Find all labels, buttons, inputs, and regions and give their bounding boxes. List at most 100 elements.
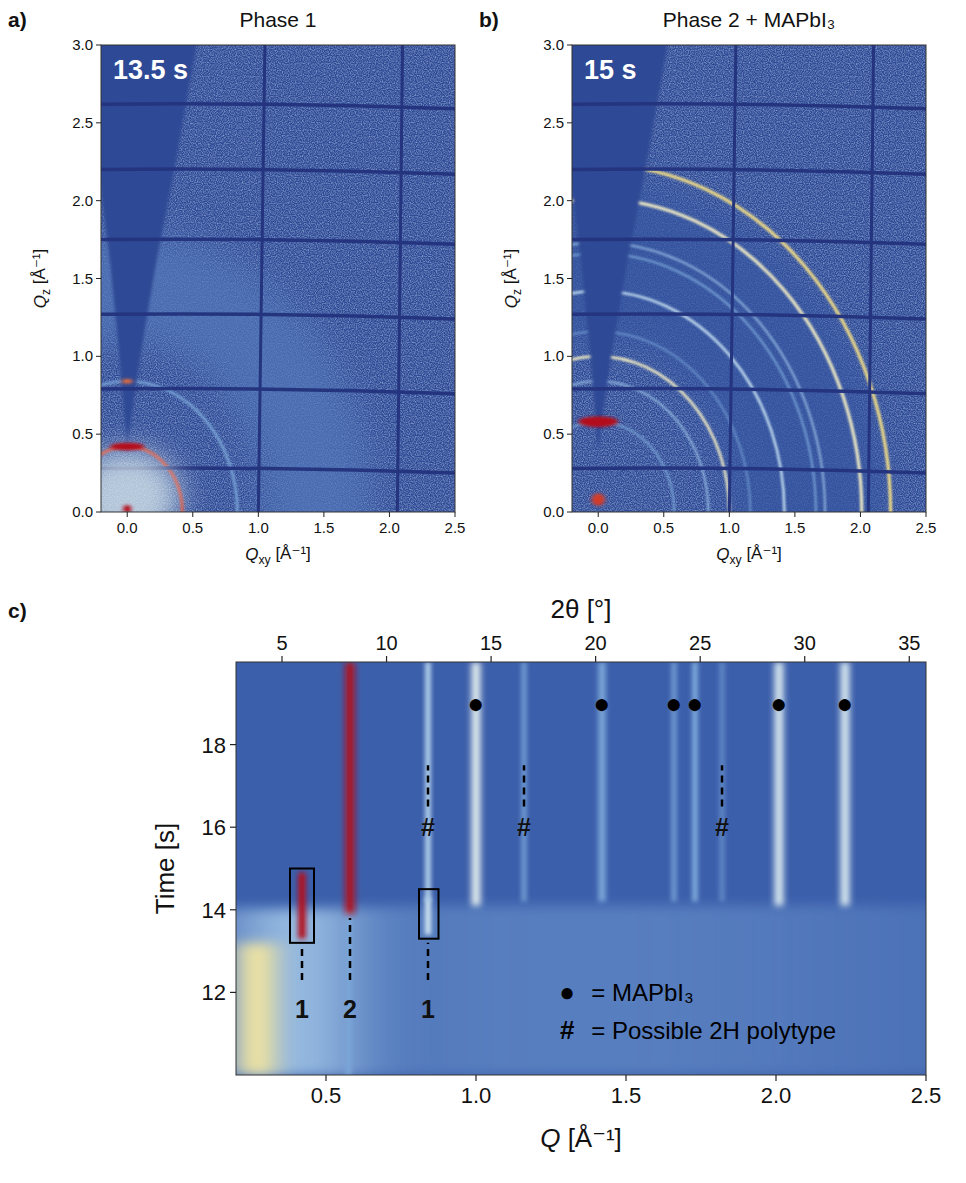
mapbi3-marker: ● xyxy=(594,688,611,719)
detector-gap xyxy=(572,239,926,244)
diffraction-ring xyxy=(101,447,182,512)
figure: 0.0 0.5 1.0 1.5 2.0 2.5 0.0 0.5 1.0 1.5 2.0 2.5 3.0 Q… xyxy=(0,0,966,1183)
x-tick-label: 2.5 xyxy=(916,519,937,536)
x2-tick-label: 35 xyxy=(898,632,920,654)
intensity-streak xyxy=(346,910,352,1075)
y-tick xyxy=(96,512,101,513)
intensity-streak xyxy=(239,943,275,1075)
y-tick-label: 12 xyxy=(202,980,226,1005)
x-tick xyxy=(192,512,193,517)
y-tick-label: 3.0 xyxy=(72,36,93,53)
x-tick xyxy=(389,512,390,517)
y-tick-label: 1.0 xyxy=(543,347,564,364)
x-tick-label: 2.0 xyxy=(761,1083,792,1108)
x-tick xyxy=(325,1075,326,1081)
x-tick-label: 2.0 xyxy=(850,519,871,536)
polytype-marker: # xyxy=(421,813,435,841)
plot-area xyxy=(236,662,926,1075)
x-tick xyxy=(455,512,456,517)
diffraction-ring xyxy=(572,381,708,512)
y-tick xyxy=(230,992,236,993)
detector-gap xyxy=(258,45,265,512)
detector-gap xyxy=(729,45,736,512)
y-tick xyxy=(230,744,236,745)
x2-tick-label: 5 xyxy=(276,632,287,654)
mapbi3-marker: ● xyxy=(666,688,683,719)
x-tick xyxy=(794,512,795,517)
label-unit: [Å⁻¹] xyxy=(501,249,520,289)
missing-wedge xyxy=(101,45,199,453)
x2-tick-label: 30 xyxy=(794,632,816,654)
x-tick-label: 2.5 xyxy=(445,519,466,536)
mapbi3-marker: ● xyxy=(771,688,788,719)
y-tick-label: 0.0 xyxy=(543,503,564,520)
x2-axis-title: 2θ [°] xyxy=(551,594,612,624)
heatmap-background xyxy=(236,662,926,1075)
detector-gap xyxy=(397,45,402,512)
mapbi3-marker: ● xyxy=(687,688,704,719)
diffraction-ring xyxy=(101,381,237,512)
panel-letter: b) xyxy=(479,8,499,31)
diffraction-spot xyxy=(592,493,605,505)
y-tick xyxy=(96,200,101,201)
diffraction-spot xyxy=(101,450,180,512)
leader-line xyxy=(427,943,430,980)
missing-wedge xyxy=(572,45,670,453)
y-tick-label: 3.0 xyxy=(543,36,564,53)
x-tick-label: 2.5 xyxy=(911,1083,942,1108)
label-symbol: Q xyxy=(31,295,50,308)
x2-tick xyxy=(281,656,282,662)
legend: ●= MAPbI₃#= Possible 2H polytype xyxy=(559,977,836,1045)
x-tick-label: 1.5 xyxy=(784,519,805,536)
intensity-streak xyxy=(521,662,527,902)
x-axis-title: Qxy [Å⁻¹] xyxy=(716,544,782,567)
x2-tick-label: 15 xyxy=(480,632,502,654)
x-tick xyxy=(860,512,861,517)
label-subscript: xy xyxy=(729,553,742,567)
detector-gap xyxy=(101,239,455,244)
x-tick xyxy=(127,512,128,517)
label-symbol: Q xyxy=(716,545,729,564)
y-tick xyxy=(230,827,236,828)
y-axis-title: Qz [Å⁻¹] xyxy=(30,249,53,309)
legend-symbol: ● xyxy=(559,977,575,1007)
y-tick xyxy=(567,434,572,435)
legend-text: = Possible 2H polytype xyxy=(591,1017,836,1044)
x2-tick xyxy=(909,656,910,662)
label-unit: [Å⁻¹] xyxy=(742,544,782,563)
y-tick xyxy=(567,512,572,513)
label-unit: [Å⁻¹] xyxy=(560,1123,621,1153)
x-axis-title: Q [Å⁻¹] xyxy=(540,1123,622,1153)
x-tick-label: 1.5 xyxy=(313,519,334,536)
plot-area xyxy=(572,45,926,512)
label-unit: [Å⁻¹] xyxy=(271,544,311,563)
y-tick xyxy=(96,45,101,46)
highlight-box xyxy=(419,889,439,939)
x2-tick xyxy=(595,656,596,662)
y-tick xyxy=(96,122,101,123)
polytype-marker: # xyxy=(715,813,729,841)
x-tick-label: 0.0 xyxy=(588,519,609,536)
y-tick xyxy=(96,278,101,279)
x-tick xyxy=(729,512,730,517)
time-annotation: 15 s xyxy=(584,55,637,85)
detector-gap xyxy=(101,314,455,319)
x-tick-label: 1.0 xyxy=(719,519,740,536)
intensity-streak xyxy=(425,662,431,902)
y-tick-label: 0.5 xyxy=(72,425,93,442)
detector-gap xyxy=(101,389,455,394)
y-tick-label: 0.0 xyxy=(72,503,93,520)
plot-area xyxy=(101,45,455,512)
time-annotation: 13.5 s xyxy=(113,55,188,85)
x2-tick-label: 25 xyxy=(689,632,711,654)
leader-line xyxy=(721,765,724,806)
x-tick-label: 2.0 xyxy=(379,519,400,536)
x-tick-label: 0.5 xyxy=(653,519,674,536)
x-tick xyxy=(258,512,259,517)
x-tick xyxy=(925,1075,926,1081)
y-tick xyxy=(96,434,101,435)
panel-letter: a) xyxy=(8,8,27,31)
legend-symbol: # xyxy=(560,1015,575,1045)
y-tick-label: 2.5 xyxy=(72,114,93,131)
detector-gap xyxy=(868,45,873,512)
